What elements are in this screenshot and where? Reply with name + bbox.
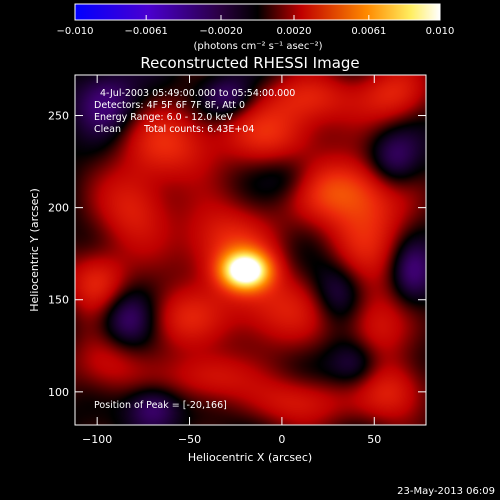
y-tick-label: 100 — [48, 386, 69, 399]
y-axis: 100 150 200 250 — [48, 110, 426, 399]
colorbar-tick-label: 0.0061 — [351, 26, 386, 37]
colorbar-tick-label: 0.010 — [426, 26, 455, 37]
footer-timestamp: 23-May-2013 06:09 — [397, 486, 495, 497]
annotation-algorithm: Clean — [94, 124, 121, 135]
colorbar-tick-label: −0.010 — [56, 26, 93, 37]
heatmap-image — [75, 75, 426, 425]
colorbar-tick-label: −0.0061 — [124, 26, 167, 37]
colorbar-tick-label: 0.0020 — [277, 26, 312, 37]
annotation-time: 4-Jul-2003 05:49:00.000 to 05:54:00.000 — [100, 88, 295, 99]
colorbar-gradient — [74, 3, 441, 21]
colorbar-ticks: −0.010 −0.0061 −0.0020 0.0020 0.0061 0.010 — [56, 15, 454, 37]
annotation-energy: Energy Range: 6.0 - 12.0 keV — [94, 112, 233, 123]
colorbar-tick-label: −0.0020 — [199, 26, 242, 37]
y-tick-label: 200 — [48, 202, 69, 215]
annotation-detectors: Detectors: 4F 5F 6F 7F 8F, Att 0 — [94, 100, 245, 111]
x-axis: −100 −50 0 50 — [82, 75, 381, 446]
chart-title: Reconstructed RHESSI Image — [140, 54, 359, 72]
x-tick-label: 50 — [367, 433, 381, 446]
annotation-peak: Position of Peak = [-20,166] — [94, 400, 227, 411]
colorbar-units: (photons cm⁻² s⁻¹ asec⁻²) — [193, 41, 322, 52]
y-tick-label: 150 — [48, 294, 69, 307]
x-axis-label: Heliocentric X (arcsec) — [188, 451, 312, 464]
x-tick-label: −50 — [178, 433, 201, 446]
x-tick-label: −100 — [82, 433, 112, 446]
x-tick-label: 0 — [278, 433, 285, 446]
annotation-block: 4-Jul-2003 05:49:00.000 to 05:54:00.000 … — [94, 88, 295, 411]
annotation-counts: Total counts: 6.43E+04 — [143, 124, 254, 135]
y-tick-label: 250 — [48, 110, 69, 123]
plot-frame — [74, 74, 427, 426]
y-axis-label: Heliocentric Y (arcsec) — [28, 188, 41, 312]
colorbar: −0.010 −0.0061 −0.0020 0.0020 0.0061 0.010 (p… — [56, 3, 454, 52]
